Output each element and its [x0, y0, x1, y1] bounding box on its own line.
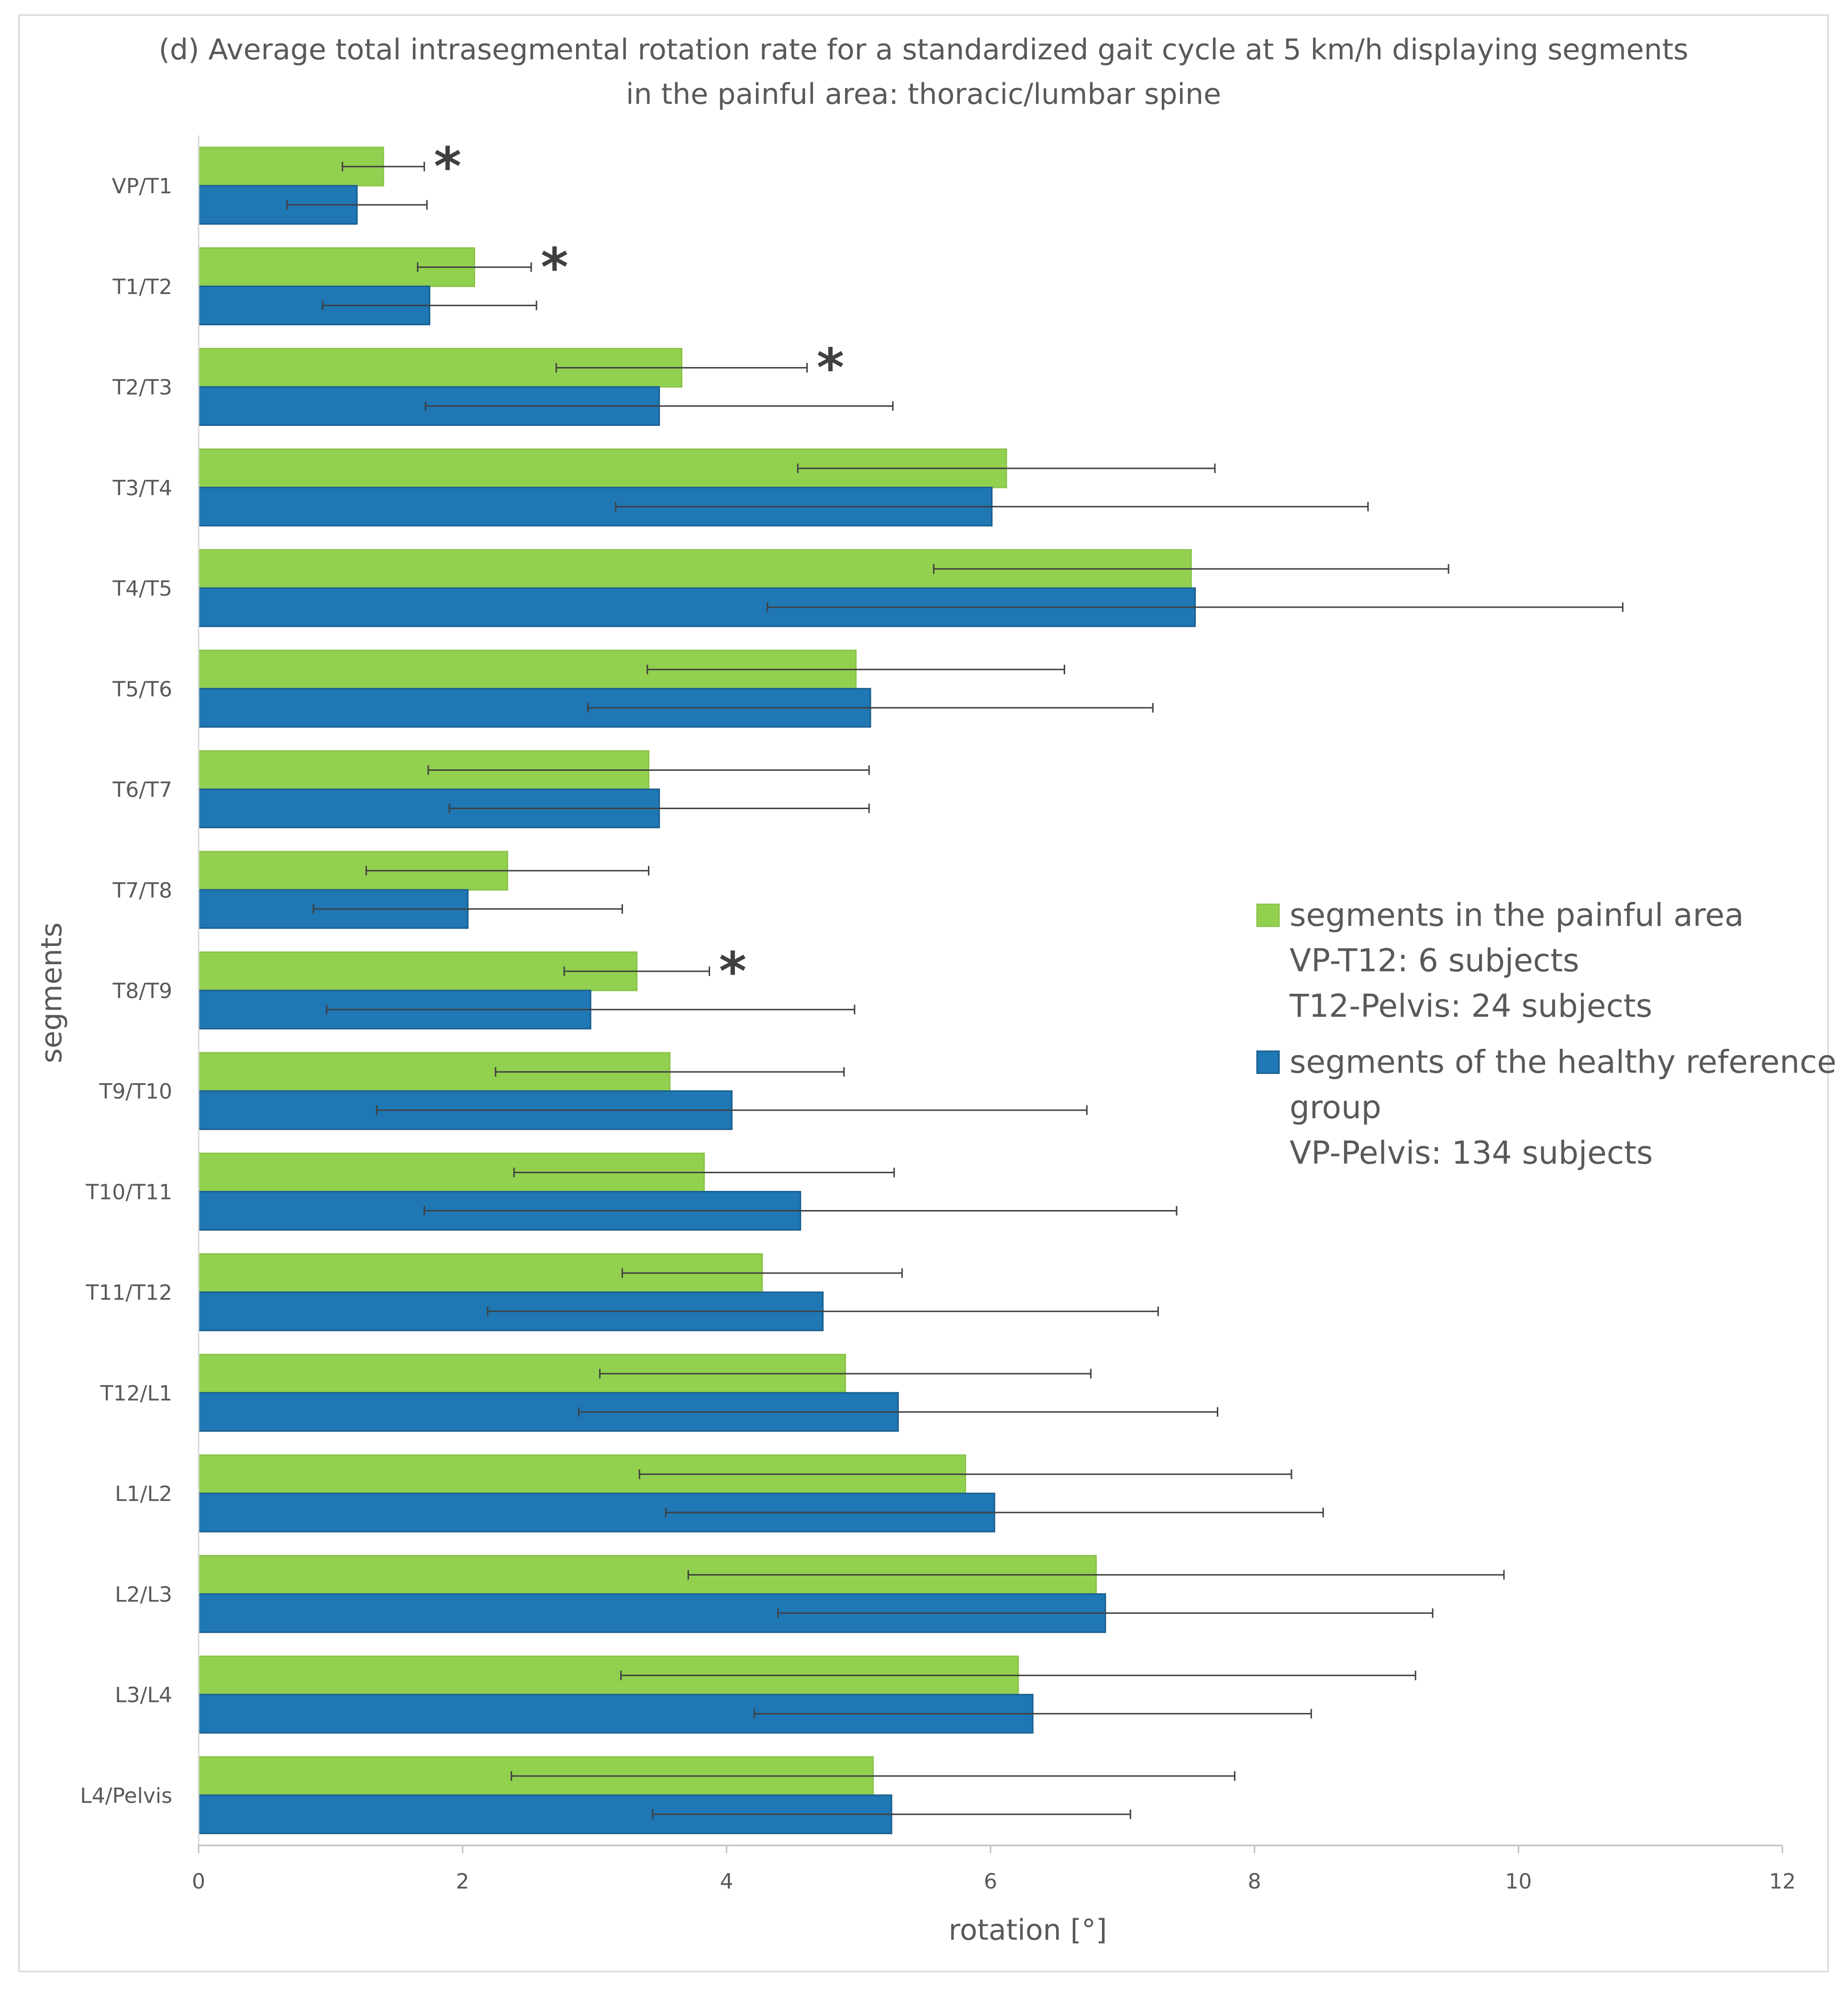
legend-entry-text: VP-Pelvis: 134 subjects [1290, 1134, 1653, 1171]
x-tick-label: 0 [192, 1869, 205, 1894]
category-label: T8/T9 [112, 979, 172, 1003]
x-tick-label: 6 [984, 1869, 997, 1894]
x-tick-label: 12 [1769, 1869, 1796, 1894]
category-label: T9/T10 [99, 1079, 172, 1104]
category-label: T7/T8 [112, 878, 172, 903]
significance-star: * [541, 236, 568, 298]
legend-entry-text: VP-T12: 6 subjects [1290, 942, 1579, 979]
category-label: L2/L3 [115, 1582, 172, 1607]
legend-swatch [1256, 903, 1280, 927]
category-label: T11/T12 [85, 1281, 172, 1305]
category-label: VP/T1 [112, 174, 172, 199]
significance-star: * [719, 941, 746, 1002]
category-label: T4/T5 [112, 577, 172, 601]
y-axis-title: segments [35, 922, 68, 1063]
category-label: T1/T2 [112, 275, 172, 299]
legend-entry-text: T12-Pelvis: 24 subjects [1289, 988, 1652, 1024]
x-tick-label: 10 [1505, 1869, 1532, 1894]
x-tick-label: 8 [1248, 1869, 1261, 1894]
x-tick-label: 4 [720, 1869, 733, 1894]
legend-entry-text: segments of the healthy reference [1290, 1044, 1837, 1080]
chart-frame [18, 14, 1829, 1972]
category-label: L1/L2 [115, 1482, 172, 1506]
category-label: T3/T4 [112, 476, 172, 500]
category-label: L4/Pelvis [80, 1784, 172, 1808]
category-label: L3/L4 [115, 1683, 172, 1708]
category-label: T12/L1 [100, 1381, 172, 1406]
chart-title-line: in the painful area: thoracic/lumbar spi… [626, 78, 1221, 111]
legend-entry-text: segments in the painful area [1290, 897, 1744, 933]
x-tick-label: 2 [456, 1869, 469, 1894]
legend-swatch [1256, 1050, 1280, 1074]
category-label: T2/T3 [112, 376, 172, 400]
category-label: T10/T11 [85, 1180, 172, 1204]
legend-entry-text: group [1290, 1089, 1381, 1126]
significance-star: * [434, 136, 462, 197]
category-label: T6/T7 [112, 778, 172, 802]
significance-star: * [817, 337, 845, 399]
chart-title-line: (d) Average total intrasegmental rotatio… [159, 33, 1689, 67]
x-axis-title: rotation [°] [948, 1913, 1107, 1947]
category-label: T5/T6 [112, 677, 172, 701]
